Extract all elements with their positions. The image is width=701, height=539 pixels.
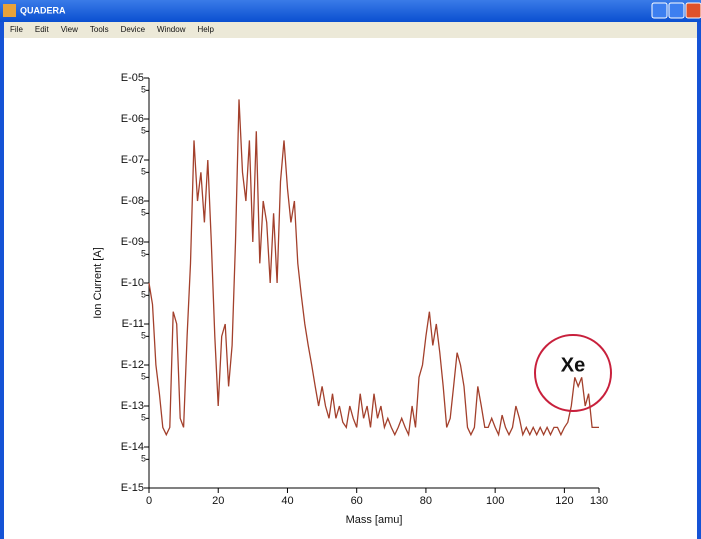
right-border xyxy=(697,22,701,539)
y-tick-label: E-08 xyxy=(121,195,144,207)
annotation: Xe xyxy=(561,354,585,376)
title-bar xyxy=(0,0,701,22)
menu-bar xyxy=(4,22,697,38)
y-tick-label: 5 xyxy=(141,249,146,259)
annotation-circle xyxy=(534,334,612,412)
y-tick-label: E-07 xyxy=(121,154,144,166)
y-tick-label: 5 xyxy=(141,126,146,136)
x-tick-label: 100 xyxy=(486,495,504,507)
y-tick-label: E-06 xyxy=(121,113,144,125)
x-tick-label: 80 xyxy=(420,495,432,507)
y-tick-label: E-05 xyxy=(121,72,144,84)
x-tick-label: 20 xyxy=(212,495,224,507)
y-tick-label: 5 xyxy=(141,208,146,218)
x-tick-label: 130 xyxy=(590,495,608,507)
menu-item[interactable]: Device xyxy=(121,25,146,34)
y-tick-label: 5 xyxy=(141,454,146,464)
y-tick-label: 5 xyxy=(141,290,146,300)
y-tick-label: E-11 xyxy=(122,318,144,330)
y-tick-label: E-10 xyxy=(121,277,144,289)
y-tick-label: 5 xyxy=(141,167,146,177)
x-axis-label: Mass [amu] xyxy=(346,514,403,526)
y-tick-label: E-12 xyxy=(121,359,144,371)
spectrum-line xyxy=(148,99,599,438)
maximize-button[interactable] xyxy=(668,2,685,19)
y-axis-label: Ion Current [A] xyxy=(92,247,104,319)
y-tick-label: E-13 xyxy=(121,400,144,412)
close-button[interactable] xyxy=(685,2,701,19)
window-title: QUADERA xyxy=(20,5,66,15)
y-tick-label: E-14 xyxy=(121,441,144,453)
menu-item[interactable]: Tools xyxy=(90,25,109,34)
y-tick-label: 5 xyxy=(141,331,146,341)
app-icon xyxy=(3,4,16,17)
y-tick-label: E-15 xyxy=(121,482,144,494)
y-tick-label: 5 xyxy=(141,85,146,95)
menu-item[interactable]: File xyxy=(10,25,23,34)
left-border xyxy=(0,22,4,539)
minimize-button[interactable] xyxy=(651,2,668,19)
y-tick-label: 5 xyxy=(141,413,146,423)
menu-item[interactable]: Help xyxy=(197,25,214,34)
menu-item[interactable]: Edit xyxy=(35,25,50,34)
x-tick-label: 40 xyxy=(281,495,293,507)
x-tick-label: 60 xyxy=(351,495,363,507)
menu-item[interactable]: Window xyxy=(157,25,186,34)
y-tick-label: 5 xyxy=(141,372,146,382)
x-tick-label: 0 xyxy=(146,495,152,507)
x-tick-label: 120 xyxy=(555,495,573,507)
y-tick-label: E-09 xyxy=(121,236,144,248)
menu-item[interactable]: View xyxy=(61,25,78,34)
